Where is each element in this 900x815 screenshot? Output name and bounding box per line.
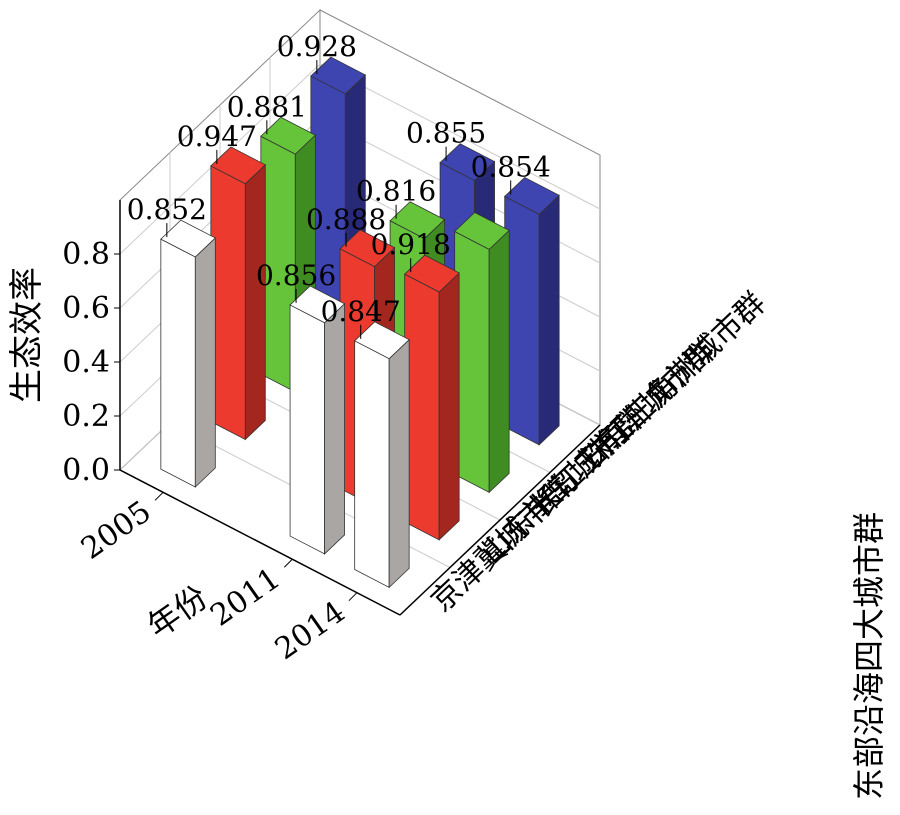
value-label: 0.928 [277,30,357,63]
value-label: 0.855 [406,117,486,150]
bar-front [289,304,325,555]
value-label: 0.888 [306,203,386,236]
bar-top [160,219,216,258]
bar-top [454,212,510,250]
x-tick [154,491,164,501]
y-tick-label: 0.6 [62,291,110,326]
bar-front [404,273,440,541]
value-label: 0.918 [371,228,451,261]
value-label: 0.947 [177,120,257,153]
series-axis [399,424,601,616]
value-label: 0.852 [127,193,207,226]
x-axis-title: 年份 [140,578,214,646]
bar-top [354,321,410,360]
y-axis-title: 生态效率 [7,267,47,403]
bar-side [388,338,410,589]
bar-front [454,230,490,494]
y-tick-label: 0.2 [62,399,110,434]
x-tick-label: 2011 [204,561,287,633]
bar-top [404,254,460,293]
bar-front [210,165,246,441]
x-tick [283,558,293,568]
y-tick-label: 0.8 [62,237,110,272]
bar-top [389,201,446,240]
value-label: 0.856 [256,259,336,292]
value-label: 0.847 [321,295,401,328]
value-label: 0.881 [227,90,307,123]
bar-side [488,229,510,494]
grid-line [319,63,601,210]
value-label: 0.854 [471,150,551,183]
y-tick-label: 0.0 [62,453,110,488]
series-axis-title: 东部沿海四大城市群 [850,512,888,800]
x-tick-label: 2005 [75,494,158,566]
bar-side [194,237,216,488]
y-tick-label: 0.4 [62,345,110,380]
x-tick [348,592,358,602]
bar-top [260,116,316,155]
bar-front [354,340,390,589]
bar-front [504,195,540,446]
bar-side [324,302,345,555]
bar-top [210,146,266,185]
bar-top [289,285,346,324]
bar-top [310,56,366,95]
value-label: 0.816 [356,175,436,208]
bar-front [160,238,196,488]
bar-top [504,176,560,215]
x-axis [119,469,401,616]
bar-side [538,194,560,446]
x-tick-label: 2014 [269,595,352,667]
series-label: 珠江三角洲城市群 [574,286,772,477]
bar-top [439,143,496,182]
bar-side [244,163,266,441]
bar-side [438,272,460,541]
bar-top [339,229,396,268]
